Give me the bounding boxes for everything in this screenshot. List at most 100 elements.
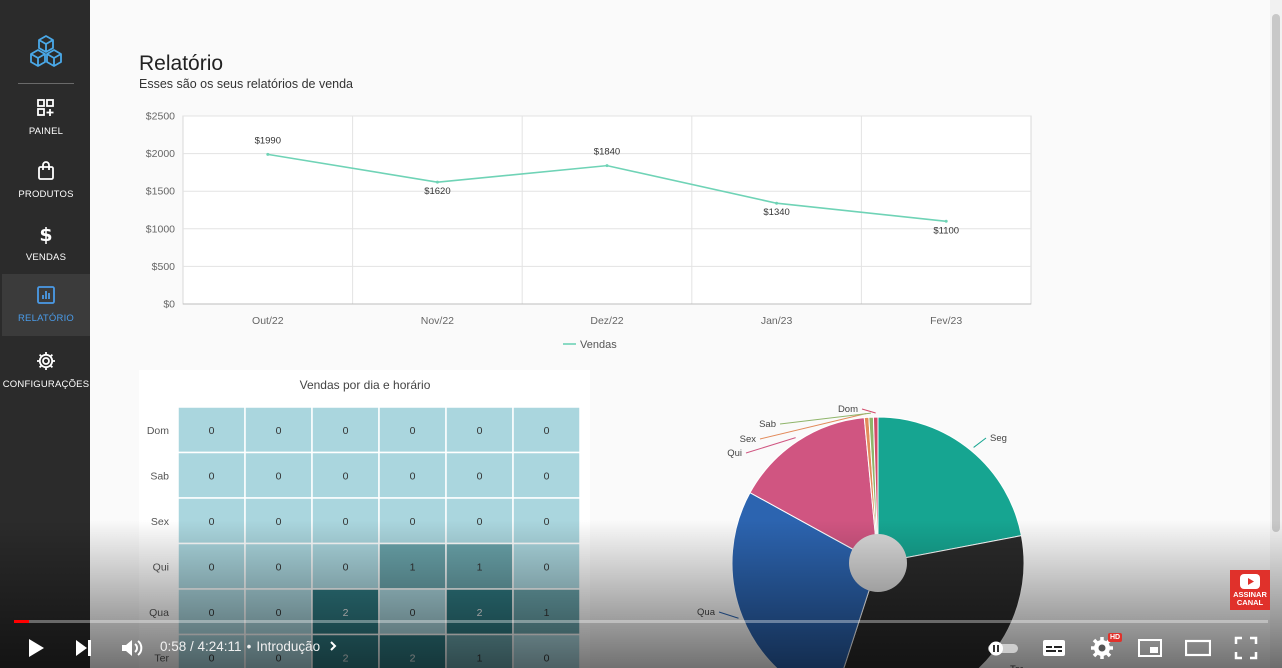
page-title: Relatório — [139, 52, 224, 75]
cell-value: 0 — [343, 516, 349, 528]
volume-icon[interactable] — [120, 637, 144, 659]
cell-value: 0 — [477, 516, 483, 528]
cell-value: 0 — [410, 516, 416, 528]
cell-value: 0 — [276, 516, 282, 528]
cell-value: 0 — [276, 607, 282, 619]
heatmap-cell — [177, 406, 246, 454]
slice-leader-line — [779, 412, 871, 425]
sidebar-item-relatorio[interactable]: RELATÓRIO — [2, 274, 90, 336]
sidebar-divider — [18, 83, 74, 84]
chapter-title[interactable]: Introdução — [256, 639, 321, 654]
autoplay-toggle-icon[interactable] — [986, 639, 1020, 657]
sidebar-item-label: PAINEL — [28, 126, 64, 137]
data-label: $1990 — [255, 135, 281, 146]
x-tick-label: Fev/23 — [930, 315, 962, 327]
gear-icon — [37, 352, 55, 370]
cell-value: 2 — [477, 607, 483, 619]
slice-label: Qui — [727, 448, 742, 459]
scrollbar-thumb[interactable] — [1272, 14, 1280, 532]
cell-value: 0 — [343, 470, 349, 482]
dashboard-add-icon — [37, 99, 54, 116]
settings-icon[interactable] — [1090, 636, 1114, 660]
slice-leader-line — [973, 437, 987, 448]
sales-pie-chart[interactable]: SegTerQuaQuiSexSabDomSegTerQuaQuiSexSabD… — [590, 394, 1040, 668]
x-tick-label: Out/22 — [252, 315, 284, 327]
shopping-bag-icon — [38, 161, 54, 180]
slice-label: Seg — [990, 433, 1007, 444]
slice-label: Sab — [759, 419, 776, 430]
cell-value: 0 — [477, 425, 483, 437]
theater-icon[interactable] — [1185, 638, 1211, 658]
sidebar-item-painel[interactable]: PAINEL — [2, 87, 90, 149]
cell-value: 0 — [410, 607, 416, 619]
main-content: Relatório Esses são os seus relatórios d… — [90, 0, 1282, 668]
sidebar-item-vendas[interactable]: $ VENDAS — [2, 213, 90, 275]
heatmap-cell — [311, 406, 380, 454]
data-point — [605, 164, 609, 168]
subscribe-button[interactable]: ASSINAR CANAL — [1230, 570, 1270, 610]
slice-leader-line — [745, 437, 796, 454]
cell-value: 0 — [410, 425, 416, 437]
cell-value: 1 — [477, 561, 483, 573]
legend-label: Vendas — [580, 339, 617, 351]
pie-hole — [849, 534, 907, 592]
cubes-logo-icon[interactable] — [29, 34, 63, 70]
heatmap-cell — [445, 406, 514, 454]
heatmap-cell — [512, 406, 581, 454]
cell-value: 0 — [209, 607, 215, 619]
y-tick-label: $1500 — [146, 186, 175, 198]
row-label: Dom — [147, 425, 169, 437]
miniplayer-icon[interactable] — [1138, 638, 1162, 658]
cell-value: 0 — [276, 425, 282, 437]
cell-value: 0 — [544, 425, 550, 437]
sidebar-item-produtos[interactable]: PRODUTOS — [2, 150, 90, 212]
sidebar-item-label: CONFIGURAÇÕES — [2, 379, 90, 390]
hd-badge: HD — [1108, 633, 1123, 642]
sidebar-item-label: VENDAS — [25, 252, 67, 263]
data-label: $1620 — [424, 186, 450, 197]
y-tick-label: $1000 — [146, 223, 175, 235]
time-elapsed-total: 0:58 / 4:24:11 — [160, 639, 242, 654]
y-tick-label: $500 — [152, 261, 176, 273]
slice-leader-line — [759, 412, 867, 440]
time-display: 0:58 / 4:24:11 • Introdução — [160, 639, 338, 654]
data-label: $1840 — [594, 147, 620, 158]
cell-value: 0 — [209, 470, 215, 482]
cell-value: 1 — [410, 561, 416, 573]
dollar-icon: $ — [39, 224, 52, 245]
slice-label: Qua — [697, 607, 716, 618]
progress-bar[interactable] — [14, 620, 1268, 623]
cell-value: 0 — [209, 561, 215, 573]
y-tick-label: $2000 — [146, 148, 175, 160]
cell-value: 0 — [343, 561, 349, 573]
cell-value: 1 — [544, 607, 550, 619]
slice-label: Dom — [838, 404, 858, 415]
chapter-separator: • — [246, 639, 252, 654]
sales-heatmap[interactable]: Vendas por dia e horário Dom 0 0 0 0 0 0 Sab 0 0 0 0… — [139, 370, 590, 668]
cell-value: 0 — [477, 470, 483, 482]
slice-label: Sex — [740, 434, 757, 445]
cell-value: 0 — [544, 470, 550, 482]
data-point — [266, 152, 270, 156]
captions-icon[interactable] — [1042, 638, 1066, 658]
subscribe-label-line1: ASSINAR — [1233, 590, 1267, 599]
bar-chart-icon — [37, 286, 55, 304]
sales-line-chart[interactable]: $0 $500 $1000 $1500 $2000 $2500 $1990 Out/22 $16… — [135, 106, 1045, 358]
next-icon[interactable] — [74, 638, 94, 658]
cell-value: 0 — [410, 470, 416, 482]
sidebar-item-configuracoes[interactable]: CONFIGURAÇÕES — [2, 340, 90, 402]
plot-area — [182, 115, 1032, 305]
slice-leader-line — [861, 408, 876, 414]
cell-value: 0 — [544, 561, 550, 573]
data-label: $1340 — [763, 207, 789, 218]
sidebar: PAINEL PRODUTOS $ VENDAS RELATÓRIO — [0, 0, 90, 668]
chevron-right-icon[interactable] — [328, 640, 338, 652]
heatmap-card: Vendas por dia e horário Dom 0 0 0 0 0 0 Sab 0 0 0 0… — [139, 370, 590, 668]
fullscreen-icon[interactable] — [1234, 636, 1258, 660]
y-tick-label: $2500 — [146, 111, 175, 123]
page-scrollbar[interactable] — [1270, 0, 1282, 668]
play-icon[interactable] — [26, 637, 46, 659]
sidebar-item-label: PRODUTOS — [18, 189, 74, 200]
heatmap-cell — [311, 451, 380, 499]
